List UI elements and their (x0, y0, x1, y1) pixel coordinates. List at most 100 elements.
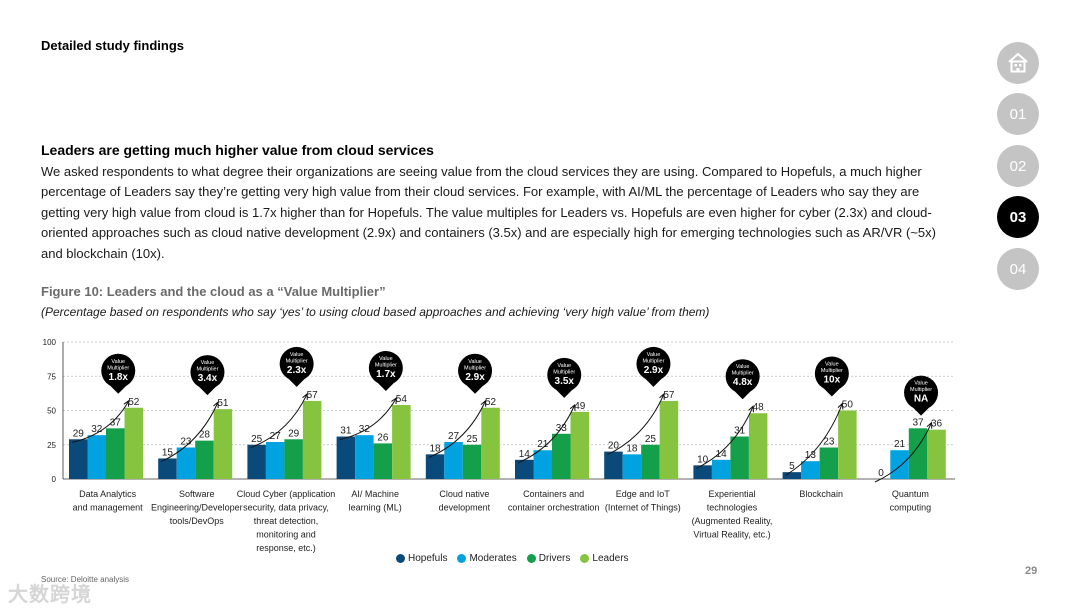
bar-drivers (552, 433, 571, 479)
bar-leaders (838, 410, 857, 479)
heading: Leaders are getting much higher value fr… (41, 142, 434, 158)
nav-item-01[interactable]: 01 (997, 93, 1039, 135)
category-label: monitoring and (256, 530, 316, 540)
bar-moderates (176, 447, 196, 479)
bar-leaders (392, 405, 411, 479)
category-label: Blockchain (799, 489, 843, 499)
bar-moderates (444, 442, 463, 479)
multiplier-value: 1.7x (376, 369, 396, 380)
bar-hopefuls (425, 454, 445, 479)
multiplier-pin (814, 356, 849, 391)
trend-arrowhead (123, 399, 130, 407)
bar-hopefuls (693, 465, 712, 479)
figure-title: Figure 10: Leaders and the cloud as a “V… (41, 284, 386, 299)
bar-hopefuls (158, 458, 177, 479)
legend-item-leaders: Leaders (580, 553, 629, 564)
bar-value-label: 23 (823, 436, 835, 447)
bar-hopefuls (336, 436, 356, 479)
body-paragraph: We asked respondents to what degree thei… (41, 164, 936, 261)
bar-value-label: 52 (128, 397, 140, 408)
multiplier-caption: Value (111, 359, 125, 365)
bar-drivers (641, 444, 660, 479)
bar-value-label: 36 (931, 419, 943, 430)
trend-arrow (161, 401, 219, 462)
bar-moderates (711, 459, 731, 479)
y-tick-label: 75 (47, 372, 56, 381)
category-label: Edge and IoT (616, 489, 671, 499)
multiplier-pin (279, 346, 314, 381)
category-label: (Internet of Things) (605, 503, 681, 513)
bar-value-label: 29 (73, 428, 85, 439)
trend-arrowhead (926, 421, 933, 429)
bar-value-label: 10 (697, 454, 709, 465)
bar-value-label: 29 (288, 428, 300, 439)
nav-item-03[interactable]: 03 (997, 196, 1039, 238)
multiplier-caption: Multiplier (642, 358, 664, 364)
trend-arrow (518, 404, 576, 464)
bar-moderates (355, 435, 374, 479)
bar-value-label: 28 (199, 430, 211, 441)
multiplier-pin (368, 351, 403, 386)
bar-drivers (908, 428, 928, 479)
bar-value-label: 14 (519, 449, 531, 460)
multiplier-caption: Multiplier (107, 365, 129, 371)
bar-value-label: 31 (340, 426, 352, 437)
bar-value-label: 57 (663, 390, 675, 401)
bar-value-label: 51 (217, 398, 229, 409)
multiplier-value: 1.8x (109, 372, 129, 383)
bar-value-label: 21 (537, 439, 549, 450)
bar-value-label: 52 (485, 397, 497, 408)
legend-label-hopefuls: Hopefuls (408, 553, 448, 564)
bar-value-label: 27 (448, 431, 460, 442)
bar-drivers (819, 447, 839, 479)
bar-value-label: 0 (878, 468, 884, 479)
chart-legend: Hopefuls Moderates Drivers Leaders (396, 553, 629, 564)
trend-arrow (428, 400, 487, 458)
category-label: Containers and (523, 489, 584, 499)
trend-arrow (339, 397, 397, 441)
multiplier-caption: Value (825, 362, 839, 368)
multiplier-pin (547, 357, 582, 392)
trend-arrowhead (302, 392, 308, 400)
multiplier-caption: Value (914, 381, 928, 387)
bar-value-label: 54 (396, 394, 408, 405)
multiplier-pin (904, 375, 939, 410)
trend-arrowhead (659, 392, 665, 400)
multiplier-value: 3.4x (198, 373, 218, 384)
trend-arrowhead (569, 403, 576, 411)
category-label: Virtual Reality, etc.) (693, 530, 770, 540)
multiplier-value: 2.3x (287, 365, 307, 376)
multiplier-caption: Multiplier (196, 367, 218, 373)
multiplier-caption: Value (201, 360, 215, 366)
category-label: Software (179, 489, 215, 499)
bar-value-label: 25 (645, 434, 657, 445)
bar-moderates (801, 461, 820, 479)
trend-arrowhead (391, 397, 397, 405)
bar-moderates (87, 435, 106, 479)
multiplier-pin (190, 355, 225, 390)
multiplier-value: 2.9x (644, 365, 664, 376)
multiplier-caption: Multiplier (732, 371, 754, 377)
legend-dot-hopefuls (396, 554, 405, 563)
multiplier-pin (725, 359, 760, 394)
nav-item-02[interactable]: 02 (997, 145, 1039, 187)
bar-value-label: 32 (91, 424, 103, 435)
category-label: learning (ML) (349, 503, 402, 513)
multiplier-value: NA (914, 394, 928, 405)
trend-arrow (607, 393, 665, 456)
trend-arrow (874, 422, 933, 483)
bar-value-label: 27 (270, 431, 282, 442)
home-button[interactable] (997, 42, 1039, 84)
legend-label-drivers: Drivers (538, 553, 571, 564)
multiplier-value: 10x (824, 375, 841, 386)
multiplier-caption: Multiplier (464, 365, 486, 371)
bar-value-label: 48 (753, 402, 765, 413)
category-label: technologies (707, 503, 758, 513)
nav-item-04[interactable]: 04 (997, 248, 1039, 290)
y-tick-label: 25 (47, 441, 56, 450)
multiplier-caption: Value (290, 352, 304, 358)
multiplier-caption: Multiplier (821, 368, 843, 374)
bar-moderates (533, 450, 552, 479)
bar-value-label: 14 (716, 449, 728, 460)
